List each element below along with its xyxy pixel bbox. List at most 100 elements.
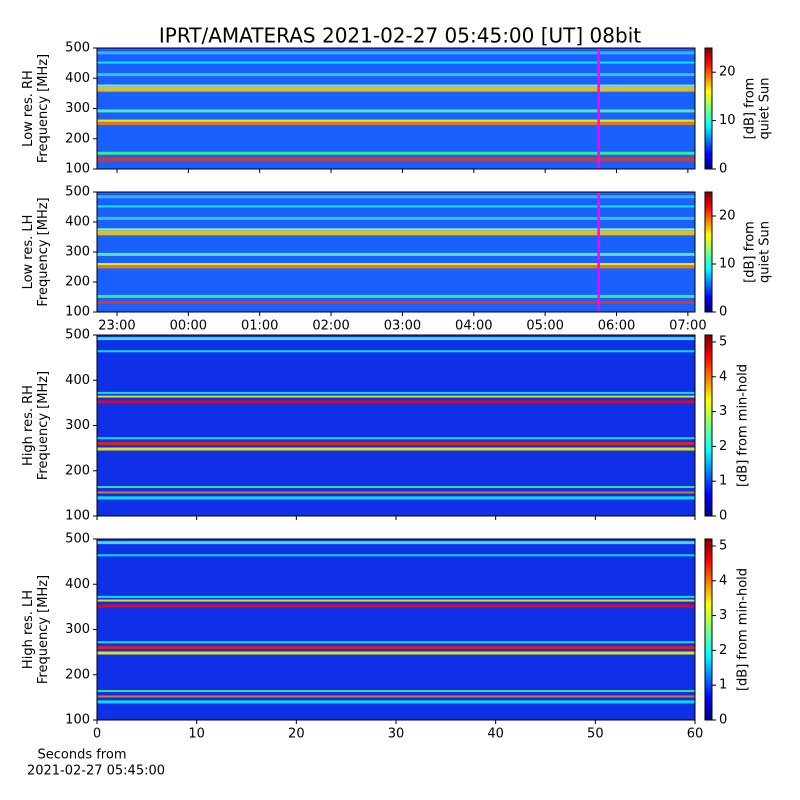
spectrogram-band bbox=[97, 84, 695, 87]
y-tick-label: 200 bbox=[65, 131, 90, 146]
y-tick-label: 500 bbox=[65, 41, 90, 56]
spectrogram-band bbox=[97, 119, 695, 122]
colorbar-label: quiet Sun bbox=[758, 221, 773, 283]
colorbar-tick-label: 2 bbox=[719, 439, 727, 454]
colorbar-tick-label: 3 bbox=[719, 608, 727, 623]
y-tick-label: 400 bbox=[65, 215, 90, 230]
spectrogram-band bbox=[97, 121, 695, 126]
x-tick-label: 04:00 bbox=[455, 319, 492, 334]
spectrogram bbox=[97, 192, 695, 312]
y-axis-label: High res. LH bbox=[21, 590, 36, 669]
spectrogram bbox=[97, 539, 695, 720]
y-tick-label: 500 bbox=[65, 185, 90, 200]
spectrogram bbox=[97, 48, 695, 169]
x-tick-label: 06:00 bbox=[598, 319, 635, 334]
spectrogram-band bbox=[97, 263, 695, 265]
spectrogram-band bbox=[97, 700, 695, 704]
spectrogram-band bbox=[97, 391, 695, 394]
spectrogram-band bbox=[97, 337, 695, 341]
y-tick-label: 300 bbox=[65, 622, 90, 637]
x-tick-label: 40 bbox=[487, 727, 504, 742]
spectrogram-band bbox=[97, 230, 695, 236]
y-tick-label: 500 bbox=[65, 328, 90, 343]
x-axis-label: 2021-02-27 05:45:00 bbox=[27, 764, 165, 779]
y-tick-label: 400 bbox=[65, 71, 90, 86]
x-tick-label: 07:00 bbox=[669, 319, 706, 334]
spectrogram-band bbox=[97, 51, 695, 55]
spectrogram bbox=[97, 335, 695, 516]
spectrogram-band bbox=[97, 61, 695, 64]
x-tick-label: 05:00 bbox=[526, 319, 563, 334]
spectrogram-band bbox=[97, 651, 695, 655]
x-tick-label: 03:00 bbox=[384, 319, 421, 334]
spectrogram-band bbox=[97, 86, 695, 92]
x-tick-label: 02:00 bbox=[312, 319, 349, 334]
y-axis-label: Frequency [MHz] bbox=[36, 575, 51, 684]
spectrogram-band bbox=[97, 350, 695, 353]
colorbar-tick-label: 5 bbox=[719, 538, 727, 553]
spectrogram-band bbox=[97, 300, 695, 304]
colorbar-tick-label: 0 bbox=[719, 713, 727, 728]
spectrogram-band bbox=[97, 395, 695, 398]
spectrogram-band bbox=[97, 216, 695, 220]
x-tick-label: 01:00 bbox=[241, 319, 278, 334]
colorbar-label: [dB] from bbox=[743, 78, 758, 140]
spectrogram-band bbox=[97, 554, 695, 557]
spectrogram-band bbox=[97, 73, 695, 77]
figure-title: IPRT/AMATERAS 2021-02-27 05:45:00 [UT] 0… bbox=[159, 24, 641, 48]
spectrogram-band bbox=[97, 400, 695, 404]
spectrogram-band bbox=[97, 442, 695, 446]
colorbar bbox=[704, 538, 713, 721]
x-tick-label: 23:00 bbox=[98, 319, 135, 334]
spectrogram-band bbox=[97, 496, 695, 500]
y-tick-label: 400 bbox=[65, 373, 90, 388]
y-tick-label: 400 bbox=[65, 577, 90, 592]
y-tick-label: 200 bbox=[65, 667, 90, 682]
spectrogram-band bbox=[97, 599, 695, 602]
y-tick-label: 300 bbox=[65, 101, 90, 116]
colorbar-tick-label: 5 bbox=[719, 334, 727, 349]
y-axis-label: Frequency [MHz] bbox=[36, 371, 51, 480]
spectrogram-band bbox=[97, 486, 695, 489]
colorbar-tick-label: 1 bbox=[719, 474, 727, 489]
spectrogram-band bbox=[97, 690, 695, 693]
spectrogram-band bbox=[97, 151, 695, 155]
spectrogram-band bbox=[97, 641, 695, 644]
y-tick-label: 200 bbox=[65, 275, 90, 290]
x-tick-label: 10 bbox=[188, 727, 205, 742]
colorbar bbox=[704, 334, 713, 517]
colorbar-tick-label: 2 bbox=[719, 643, 727, 658]
spectrogram-band bbox=[97, 604, 695, 608]
spectrogram-band bbox=[97, 541, 695, 545]
y-axis-label: Frequency [MHz] bbox=[36, 54, 51, 163]
colorbar-tick-label: 0 bbox=[719, 305, 727, 320]
spectrogram-band bbox=[97, 264, 695, 269]
y-tick-label: 100 bbox=[65, 509, 90, 524]
y-axis-label: Low res. RH bbox=[21, 70, 36, 147]
spectrogram-band bbox=[97, 252, 695, 256]
spectrogram-band bbox=[97, 109, 695, 113]
colorbar bbox=[704, 191, 713, 313]
spectrogram-band bbox=[97, 447, 695, 451]
x-tick-label: 20 bbox=[288, 727, 305, 742]
x-tick-label: 00:00 bbox=[170, 319, 207, 334]
colorbar-tick-label: 20 bbox=[719, 65, 736, 80]
y-tick-label: 300 bbox=[65, 418, 90, 433]
spectrogram-band bbox=[97, 195, 695, 199]
x-axis-label: Seconds from bbox=[37, 748, 126, 763]
spectrogram-band bbox=[97, 205, 695, 208]
spectrogram-band bbox=[97, 294, 695, 298]
spectrogram-band bbox=[97, 695, 695, 698]
spectrogram-band bbox=[97, 646, 695, 650]
colorbar-label: [dB] from bbox=[743, 221, 758, 283]
y-tick-label: 500 bbox=[65, 532, 90, 547]
colorbar bbox=[704, 47, 713, 170]
colorbar-label: [dB] from min-hold bbox=[736, 568, 751, 691]
spectrogram-band bbox=[97, 437, 695, 440]
x-tick-label: 50 bbox=[587, 727, 604, 742]
spectrogram-band bbox=[97, 491, 695, 494]
y-axis-label: High res. RH bbox=[21, 385, 36, 466]
spectrogram-band bbox=[97, 157, 695, 161]
colorbar-label: [dB] from min-hold bbox=[736, 364, 751, 487]
